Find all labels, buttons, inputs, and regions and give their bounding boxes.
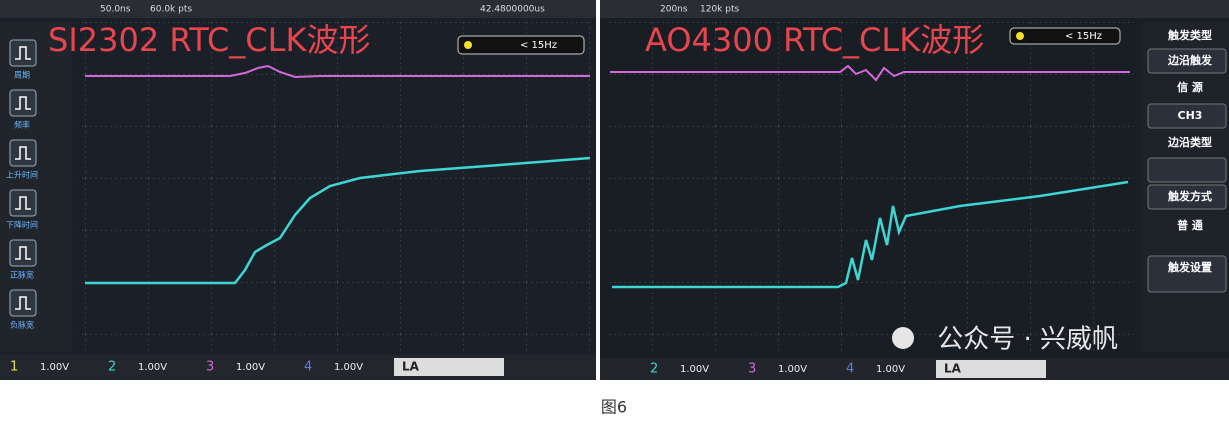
menu-glyph (15, 96, 31, 110)
watermark-icon (892, 327, 914, 349)
menu-glyph (15, 296, 31, 310)
menu-icon (9, 189, 37, 217)
channel-num: 2 (650, 362, 658, 377)
menu-header: 边沿类型 (1167, 135, 1212, 149)
menu-value: 边沿触发 (1167, 53, 1213, 67)
menu-box (1147, 255, 1227, 293)
menu-header: 普 通 (1177, 218, 1203, 232)
channel-scale: 1.00V (778, 364, 807, 375)
menu-icon (9, 139, 37, 167)
trigger-dot (464, 41, 472, 49)
top-bar-text: 50.0ns (100, 5, 131, 15)
menu-label: 频率 (14, 120, 30, 130)
menu-icon (9, 89, 37, 117)
trigger-text: < 15Hz (1065, 31, 1102, 42)
menu-icon (9, 39, 37, 67)
la-box (394, 358, 504, 376)
channel-num: 4 (846, 362, 854, 377)
menu-glyph (15, 46, 31, 60)
menu-value: 触发设置 (1167, 260, 1212, 274)
top-bar (600, 0, 1229, 18)
menu-value: CH3 (1178, 109, 1203, 122)
panel-title: AO4300 RTC_CLK波形 (645, 21, 984, 59)
channel-num: 1 (10, 360, 18, 375)
panel-title: SI2302 RTC_CLK波形 (48, 21, 370, 59)
ch2-trace (612, 180, 1129, 289)
menu-header: 触发类型 (1167, 28, 1212, 42)
channel-scale: 1.00V (334, 362, 363, 373)
menu-box (1147, 184, 1227, 210)
ch2-trace (85, 156, 591, 285)
channel-scale: 1.00V (680, 364, 709, 375)
trigger-box (457, 35, 585, 55)
channel-scale: 1.00V (138, 362, 167, 373)
trigger-text: < 15Hz (520, 40, 557, 51)
menu-label: 下降时间 (6, 220, 38, 230)
menu-label: 周期 (14, 71, 30, 80)
menu-header: 信 源 (1177, 80, 1203, 94)
channel-bar (600, 358, 1229, 380)
channel-num: 2 (108, 360, 116, 375)
caption: 图6 (601, 398, 627, 417)
menu-label: 负脉宽 (10, 320, 34, 330)
top-bar-text: 200ns (660, 5, 688, 15)
grid (78, 22, 590, 352)
menu-icon (9, 289, 37, 317)
menu-glyph (15, 196, 31, 210)
top-bar (0, 0, 596, 18)
menu-value: 触发方式 (1167, 189, 1212, 203)
la-label: LA (402, 360, 420, 374)
channel-scale: 1.00V (40, 362, 69, 373)
menu-box (1147, 157, 1227, 183)
la-box (936, 360, 1046, 378)
channel-num: 3 (748, 362, 756, 377)
menu-box (1147, 103, 1227, 129)
trigger-dot (1016, 32, 1024, 40)
trigger-box (1009, 27, 1121, 45)
channel-scale: 1.00V (876, 364, 905, 375)
watermark: 公众号 · 兴威帆 (937, 325, 1118, 355)
channel-bar (0, 355, 596, 380)
menu-box (1147, 48, 1227, 74)
channel-scale: 1.00V (236, 362, 265, 373)
grid (606, 22, 1134, 352)
top-bar-text: 42.4800000us (480, 5, 545, 15)
ch3-trace (85, 64, 590, 79)
la-label: LA (944, 362, 962, 376)
top-bar-text: 120k pts (700, 5, 739, 15)
menu-label: 正脉宽 (10, 270, 34, 280)
channel-num: 4 (304, 360, 312, 375)
menu-glyph (15, 146, 31, 160)
ch3-trace (610, 64, 1130, 82)
top-bar-text: 60.0k pts (150, 5, 192, 15)
channel-num: 3 (206, 360, 214, 375)
menu-icon (9, 239, 37, 267)
menu-label: 上升时间 (6, 170, 38, 180)
menu-glyph (15, 246, 31, 260)
